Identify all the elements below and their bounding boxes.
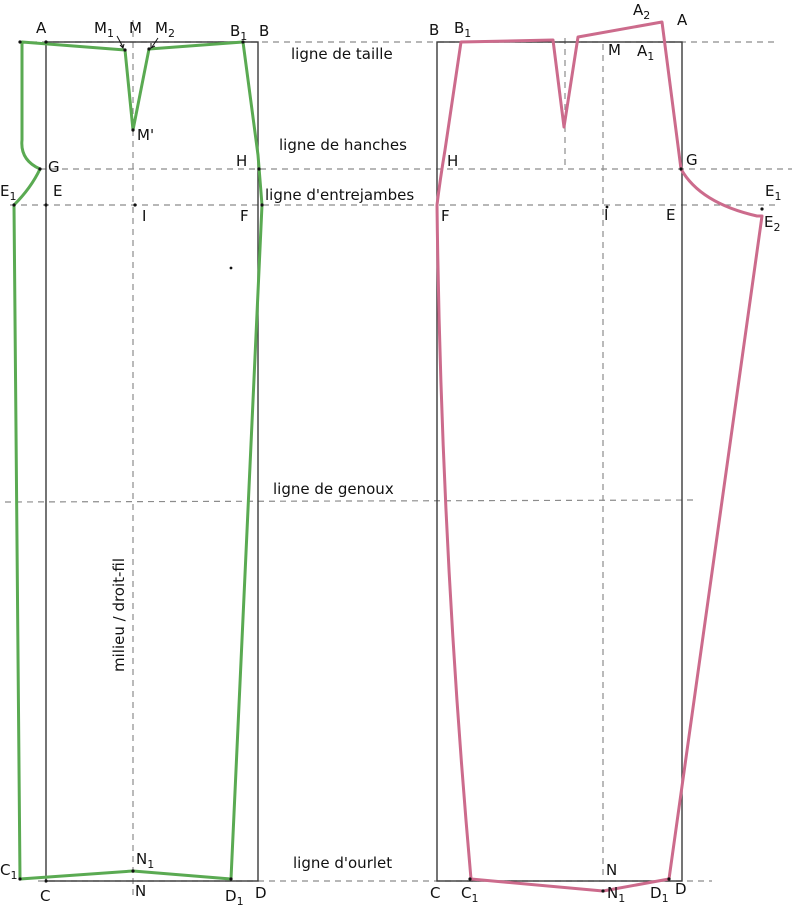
front-label-n: N [135, 882, 146, 900]
back-label-m: M [608, 41, 621, 59]
front-point-labels: A M1 M M2 B1 B M' G H E1 E I F C1 N1 C N… [0, 19, 269, 906]
back-label-c: C [430, 884, 440, 902]
front-label-m2: M2 [155, 19, 175, 40]
back-label-b: B [429, 21, 439, 39]
waist-line-label: ligne de taille [291, 45, 393, 63]
grain-line-label: milieu / droit-fil [110, 558, 128, 672]
back-label-i: I [604, 206, 608, 224]
back-label-d1: D1 [650, 884, 669, 905]
front-label-m1: M1 [94, 19, 114, 40]
front-label-g: G [48, 158, 60, 176]
back-label-a2: A2 [633, 1, 650, 22]
back-label-n1: N1 [607, 884, 625, 905]
front-label-e: E [53, 182, 62, 200]
back-label-b1: B1 [454, 19, 471, 40]
front-label-h: H [236, 152, 247, 170]
back-label-c1: C1 [461, 884, 478, 905]
front-label-f: F [240, 207, 249, 225]
hem-line-label: ligne d'ourlet [293, 854, 392, 872]
knee-guide-line [4, 499, 699, 503]
front-label-c: C [40, 887, 50, 905]
pattern-frames [45, 41, 683, 882]
back-label-e2: E2 [764, 213, 780, 234]
front-frame [45, 41, 259, 882]
back-label-a1: A1 [637, 42, 654, 63]
back-outline [435, 20, 764, 893]
back-label-n: N [606, 861, 617, 879]
front-pattern [12, 40, 264, 881]
front-label-d: D [255, 884, 267, 902]
back-point-labels: A2 A B B1 M A1 H G E1 F I E E2 N C C1 N1… [429, 1, 781, 905]
front-label-a: A [36, 19, 47, 37]
front-label-m: M [129, 19, 142, 37]
crotch-line-label: ligne d'entrejambes [265, 186, 414, 204]
front-label-m-prime: M' [137, 126, 154, 144]
front-label-d1: D1 [225, 887, 244, 906]
back-frame [436, 41, 683, 882]
back-label-e1: E1 [765, 182, 781, 203]
back-label-a: A [677, 11, 688, 29]
back-label-d: D [675, 880, 687, 898]
dart-pointer-arrows [116, 35, 159, 49]
front-label-c1: C1 [0, 861, 17, 882]
back-label-f: F [441, 207, 450, 225]
guide-labels: ligne de taille ligne de hanches ligne d… [110, 45, 414, 872]
back-pattern [435, 20, 764, 893]
point-markers [12, 40, 764, 893]
back-label-g: G [686, 151, 698, 169]
front-label-n1: N1 [136, 850, 154, 871]
front-label-i: I [142, 207, 146, 225]
front-label-e1: E1 [0, 182, 16, 203]
hips-line-label: ligne de hanches [279, 136, 407, 154]
back-label-e: E [666, 206, 675, 224]
knee-line-label: ligne de genoux [273, 480, 394, 498]
front-label-b1: B1 [230, 22, 247, 43]
front-label-b: B [259, 22, 269, 40]
front-outline [12, 40, 264, 881]
back-label-h: H [447, 152, 458, 170]
